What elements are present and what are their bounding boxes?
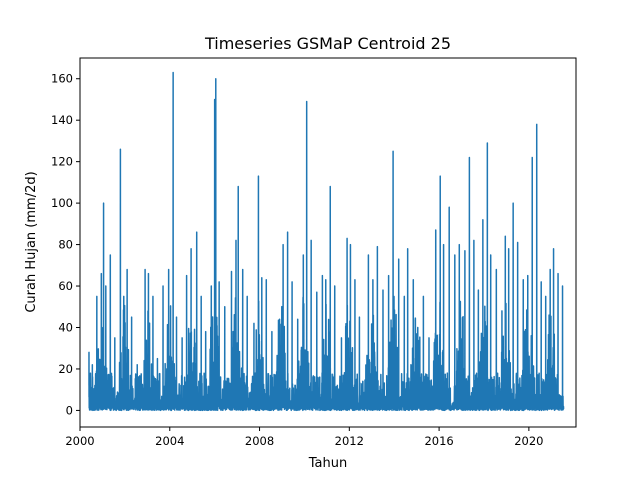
y-tick-label: 120	[51, 155, 73, 169]
y-tick-label: 140	[51, 113, 73, 127]
series-line	[88, 71, 565, 412]
x-tick-label: 2008	[245, 434, 274, 448]
series-layer	[88, 71, 565, 412]
y-tick-label: 60	[58, 279, 73, 293]
y-tick-label: 100	[51, 196, 73, 210]
y-tick-label: 20	[58, 362, 73, 376]
x-tick-label: 2000	[65, 434, 94, 448]
x-axis: 2000 2004 2008 2012 2016 2020	[65, 427, 544, 448]
x-tick-label: 2020	[514, 434, 543, 448]
y-tick-label: 160	[51, 72, 73, 86]
x-tick-label: 2004	[155, 434, 184, 448]
x-axis-label: Tahun	[308, 456, 347, 471]
y-axis-label: Curah Hujan (mm/2d)	[24, 171, 39, 312]
y-axis: 0 20 40 60 80 100 120 140 160	[51, 72, 80, 417]
x-tick-label: 2012	[335, 434, 364, 448]
plot-area	[79, 57, 577, 428]
plot-frame	[79, 57, 577, 428]
y-tick-label: 80	[58, 238, 73, 252]
y-tick-label: 0	[66, 403, 73, 417]
y-tick-label: 40	[58, 320, 73, 334]
chart-title: Timeseries GSMaP Centroid 25	[204, 34, 451, 53]
x-tick-label: 2016	[424, 434, 453, 448]
